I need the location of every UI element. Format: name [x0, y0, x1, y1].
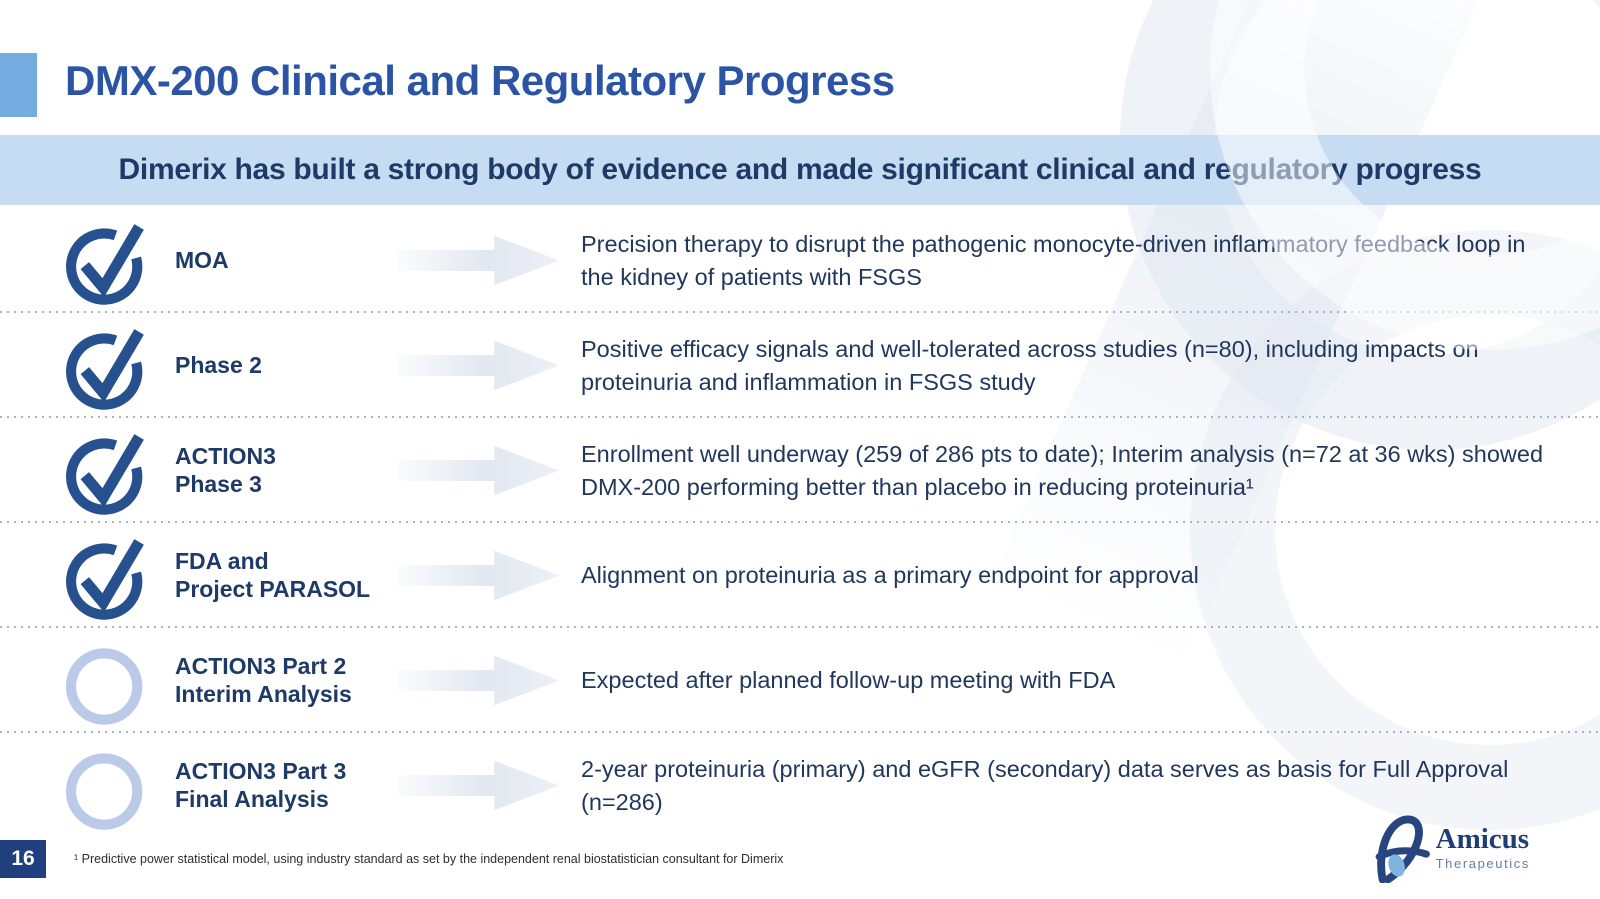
- check-circle-icon: [60, 320, 152, 412]
- arrow-right-icon: [397, 445, 559, 496]
- progress-row-moa: MOA Precision therapy to disrupt the pat…: [0, 208, 1600, 313]
- arrow-right-icon: [397, 235, 559, 286]
- row-label: Phase 2: [175, 351, 262, 378]
- progress-row-fda-parasol: FDA and Project PARASOL Alignment on pro…: [0, 523, 1600, 628]
- row-description: Precision therapy to disrupt the pathoge…: [581, 230, 1526, 290]
- progress-row-phase2: Phase 2 Positive efficacy signals and we…: [0, 313, 1600, 418]
- progress-row-action3-part3: ACTION3 Part 3 Final Analysis 2-year pro…: [0, 733, 1600, 838]
- amicus-logo-mark: [1375, 815, 1430, 883]
- key-message-text: Dimerix has built a strong body of evide…: [118, 153, 1482, 186]
- footnote: ¹ Predictive power statistical model, us…: [74, 852, 784, 866]
- progress-row-action3-part2: ACTION3 Part 2 Interim Analysis Expected…: [0, 628, 1600, 733]
- row-label: MOA: [175, 246, 229, 273]
- arrow-right-icon: [397, 340, 559, 391]
- row-description: Alignment on proteinuria as a primary en…: [581, 562, 1199, 589]
- arrow-right-icon: [397, 655, 559, 706]
- title-accent-bar: [0, 53, 37, 117]
- progress-row-action3-phase3: ACTION3 Phase 3 Enrollment well underway…: [0, 418, 1600, 523]
- row-description: 2-year proteinuria (primary) and eGFR (s…: [581, 755, 1509, 815]
- open-circle-icon: [60, 635, 152, 727]
- page-number-badge: 16: [0, 840, 46, 878]
- amicus-logo: Amicus Therapeutics: [1370, 813, 1530, 883]
- arrow-right-icon: [397, 550, 559, 601]
- check-circle-icon: [60, 425, 152, 517]
- open-circle-icon: [60, 740, 152, 832]
- key-message-banner: Dimerix has built a strong body of evide…: [0, 135, 1600, 205]
- row-label: FDA and Project PARASOL: [175, 547, 371, 602]
- arrow-right-icon: [397, 760, 559, 811]
- logo-company-subtitle: Therapeutics: [1435, 856, 1530, 871]
- row-description: Positive efficacy signals and well-toler…: [581, 335, 1479, 395]
- row-description: Expected after planned follow-up meeting…: [581, 667, 1116, 694]
- row-label: ACTION3 Phase 3: [175, 442, 276, 497]
- logo-company-name: Amicus: [1435, 823, 1530, 855]
- row-label: ACTION3 Part 2 Interim Analysis: [175, 652, 352, 707]
- progress-rows: MOA Precision therapy to disrupt the pat…: [0, 208, 1600, 838]
- check-circle-icon: [60, 215, 152, 307]
- slide-title: DMX-200 Clinical and Regulatory Progress: [65, 57, 895, 104]
- check-circle-icon: [60, 530, 152, 622]
- row-label: ACTION3 Part 3 Final Analysis: [175, 757, 347, 812]
- page-number: 16: [11, 847, 35, 870]
- row-description: Enrollment well underway (259 of 286 pts…: [581, 440, 1544, 500]
